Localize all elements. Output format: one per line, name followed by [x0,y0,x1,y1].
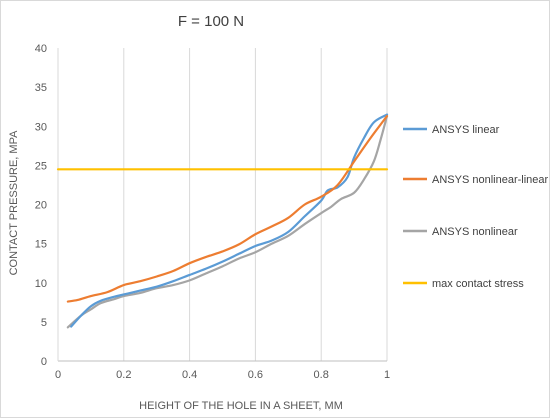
y-tick-label: 20 [35,200,47,212]
legend-label: ANSYS nonlinear [432,226,518,238]
chart-title: F = 100 N [178,13,244,30]
y-tick-label: 25 [35,160,47,172]
x-tick-label: 1 [384,369,390,381]
y-tick-label: 0 [41,356,47,368]
x-tick-label: 0.6 [248,369,263,381]
x-tick-label: 0.8 [314,369,329,381]
y-tick-label: 35 [35,82,47,94]
x-tick-label: 0.4 [182,369,197,381]
y-tick-label: 15 [35,239,47,251]
y-tick-label: 5 [41,317,47,329]
series-layer [56,113,389,329]
legend: ANSYS linear ANSYS nonlinear-linear ANSYS … [403,124,549,290]
y-tick-label: 10 [35,278,47,290]
series-line-2 [66,114,389,329]
legend-label: ANSYS nonlinear-linear [432,174,549,186]
x-tick-label: 0 [55,369,61,381]
x-axis-title: HEIGHT OF THE HOLE IN A SHEET, MM [139,400,343,412]
legend-label: max contact stress [432,278,524,290]
y-tick-label: 40 [35,43,47,55]
grid [123,48,388,361]
series-line-1 [66,114,389,303]
y-tick-label: 30 [35,121,47,133]
y-axis-title: CONTACT PRESSURE, MPA [8,130,20,276]
legend-label: ANSYS linear [432,124,500,136]
x-tick-label: 0.2 [116,369,131,381]
series-line-0 [70,113,389,328]
